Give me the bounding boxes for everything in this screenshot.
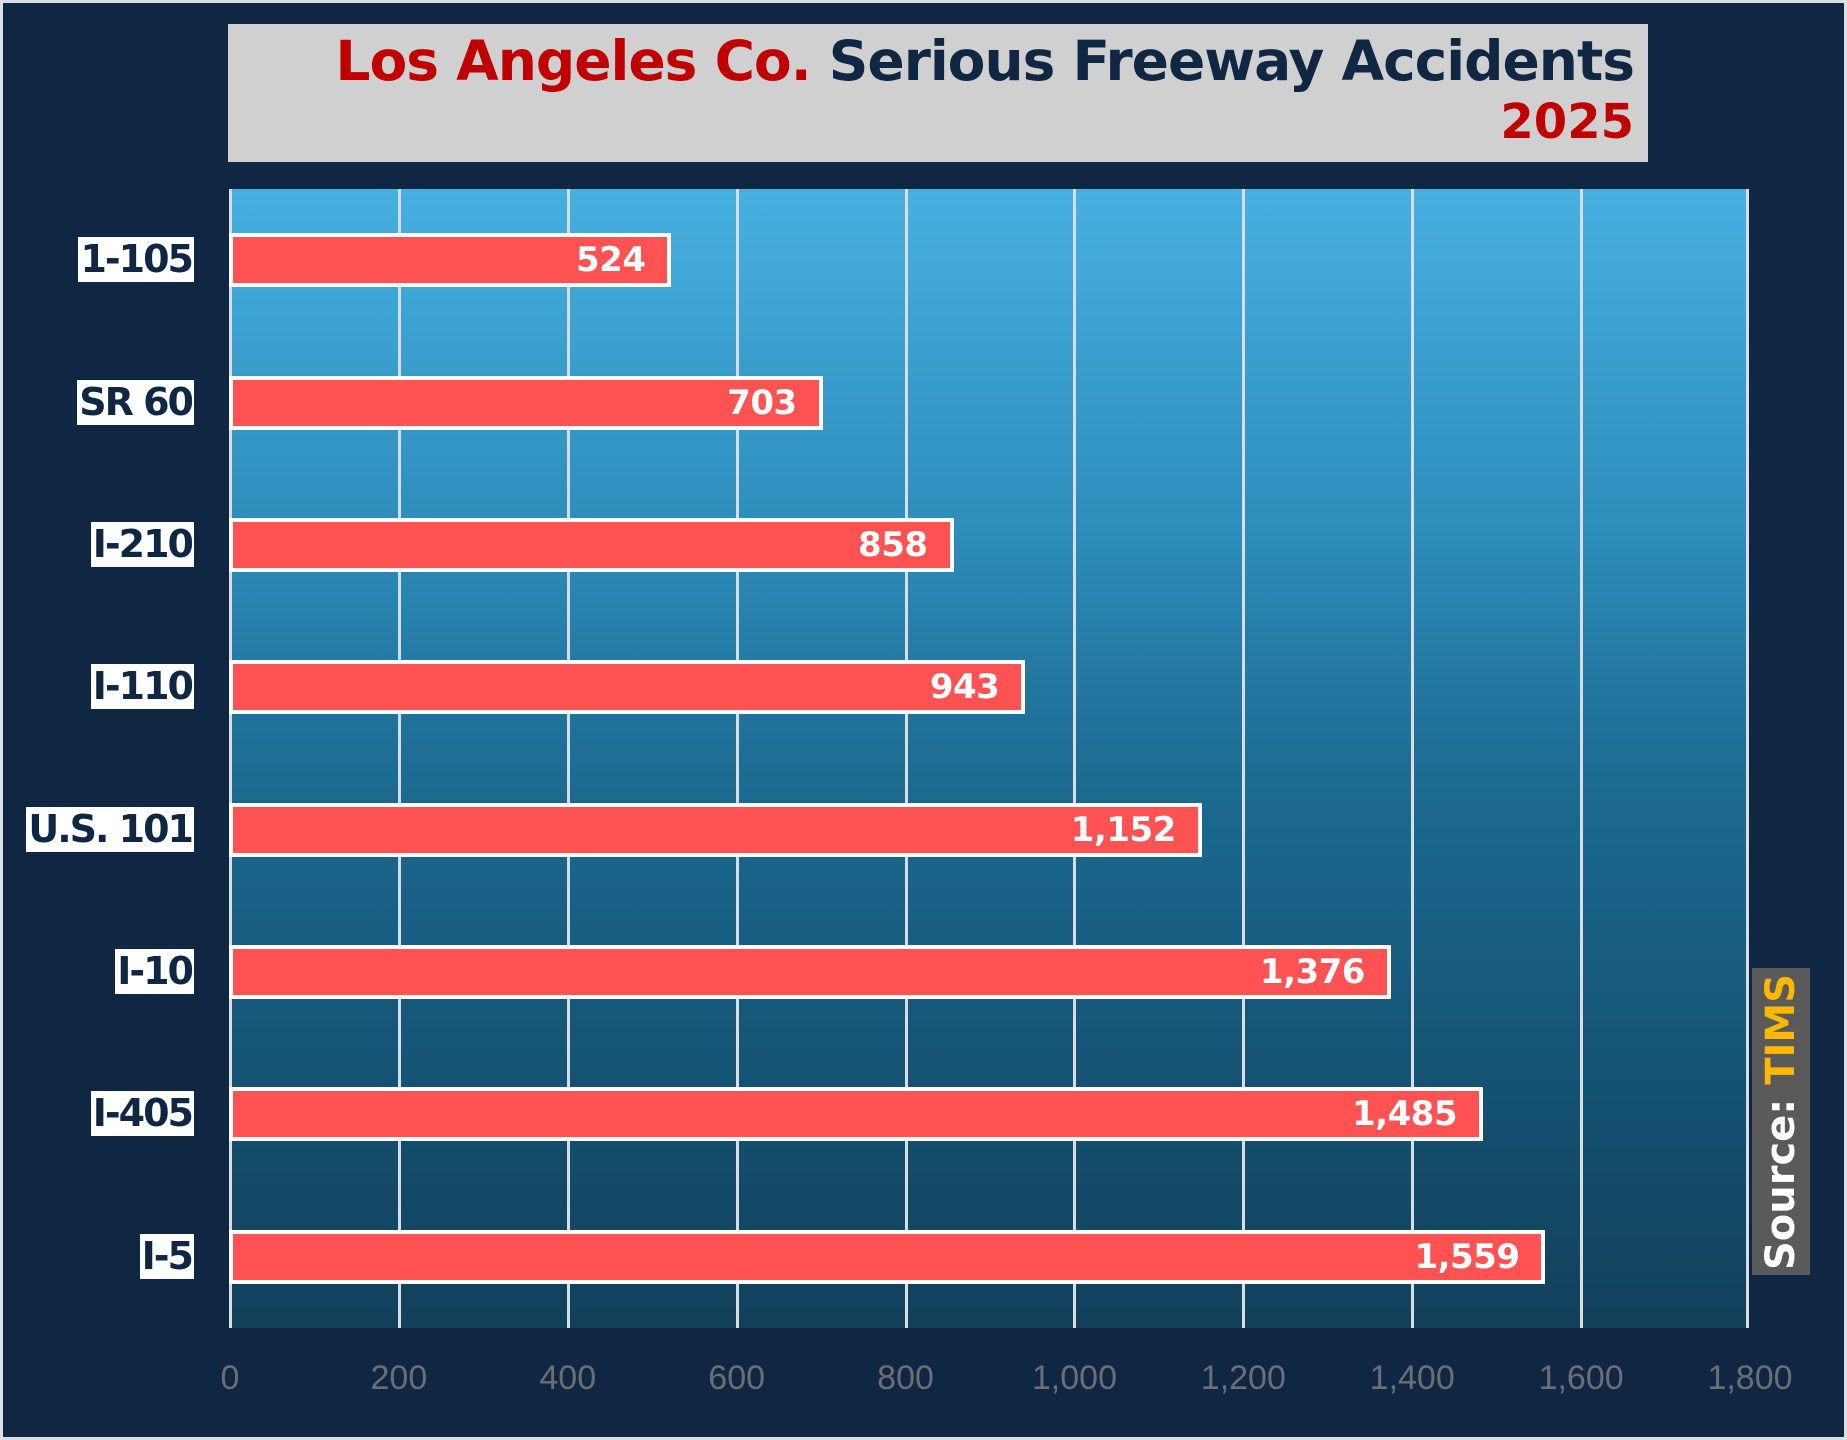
title-subject: Serious Freeway Accidents bbox=[828, 29, 1635, 93]
gridline bbox=[1746, 189, 1749, 1328]
bar-value-label: 1,152 bbox=[1070, 809, 1177, 850]
y-category-label: 1-105 bbox=[78, 237, 194, 283]
y-category-label: I-5 bbox=[139, 1233, 194, 1279]
x-tick-label: 800 bbox=[877, 1359, 934, 1397]
y-category-label: I-110 bbox=[90, 664, 194, 710]
gridline bbox=[1580, 189, 1584, 1328]
chart-title: Los Angeles Co. Serious Freeway Accident… bbox=[335, 28, 1635, 94]
x-tick-label: 1,600 bbox=[1538, 1359, 1624, 1397]
x-tick-label: 1,000 bbox=[1031, 1359, 1117, 1397]
x-tick-label: 400 bbox=[539, 1359, 597, 1397]
source-label: Source: bbox=[1758, 1098, 1804, 1270]
gridline bbox=[735, 189, 739, 1328]
gridline bbox=[1073, 189, 1077, 1328]
gridline bbox=[1242, 189, 1246, 1328]
x-tick-label: 600 bbox=[708, 1359, 766, 1397]
title-year: 2025 bbox=[1500, 94, 1634, 150]
bar: 1,152 bbox=[229, 802, 1202, 857]
y-category-label: I-405 bbox=[90, 1091, 194, 1137]
bar: 943 bbox=[229, 660, 1026, 715]
bar-value-label: 1,376 bbox=[1259, 952, 1366, 993]
y-category-label: I-210 bbox=[90, 521, 194, 567]
bar-value-label: 703 bbox=[727, 382, 797, 423]
gridline bbox=[397, 189, 401, 1328]
x-tick-label: 0 bbox=[220, 1359, 240, 1397]
bar-value-label: 943 bbox=[929, 667, 1000, 708]
gridline bbox=[1411, 189, 1415, 1328]
gridline bbox=[229, 189, 232, 1328]
bar-value-label: 1,559 bbox=[1414, 1236, 1520, 1277]
bar: 1,559 bbox=[229, 1229, 1546, 1284]
gridline bbox=[904, 189, 908, 1328]
bar: 524 bbox=[229, 233, 672, 288]
source-text: Source: TIMS bbox=[1758, 973, 1804, 1270]
x-tick-label: 1,800 bbox=[1707, 1359, 1793, 1397]
bar-value-label: 524 bbox=[576, 240, 646, 281]
chart-canvas: Los Angeles Co. Serious Freeway Accident… bbox=[3, 3, 1844, 1437]
x-tick-label: 200 bbox=[370, 1359, 428, 1397]
title-region: Los Angeles Co. bbox=[335, 29, 811, 93]
source-value: TIMS bbox=[1758, 973, 1804, 1085]
source-badge: Source: TIMS bbox=[1752, 968, 1810, 1275]
y-category-label: I-10 bbox=[115, 949, 194, 995]
bar: 1,376 bbox=[229, 945, 1391, 1000]
x-tick-label: 1,400 bbox=[1369, 1359, 1455, 1397]
bar-value-label: 858 bbox=[858, 524, 928, 565]
x-tick-label: 1,200 bbox=[1200, 1359, 1286, 1397]
gridline bbox=[566, 189, 570, 1328]
title-box: Los Angeles Co. Serious Freeway Accident… bbox=[228, 24, 1648, 162]
bar: 1,485 bbox=[229, 1087, 1483, 1142]
y-category-label: SR 60 bbox=[77, 379, 194, 425]
y-category-label: U.S. 101 bbox=[26, 806, 194, 852]
bar: 858 bbox=[229, 517, 954, 572]
bar-value-label: 1,485 bbox=[1351, 1094, 1458, 1135]
bar: 703 bbox=[229, 375, 823, 430]
plot-area: 524 703 858 943 1,152 1,376 1,485 1,559 bbox=[229, 189, 1749, 1328]
